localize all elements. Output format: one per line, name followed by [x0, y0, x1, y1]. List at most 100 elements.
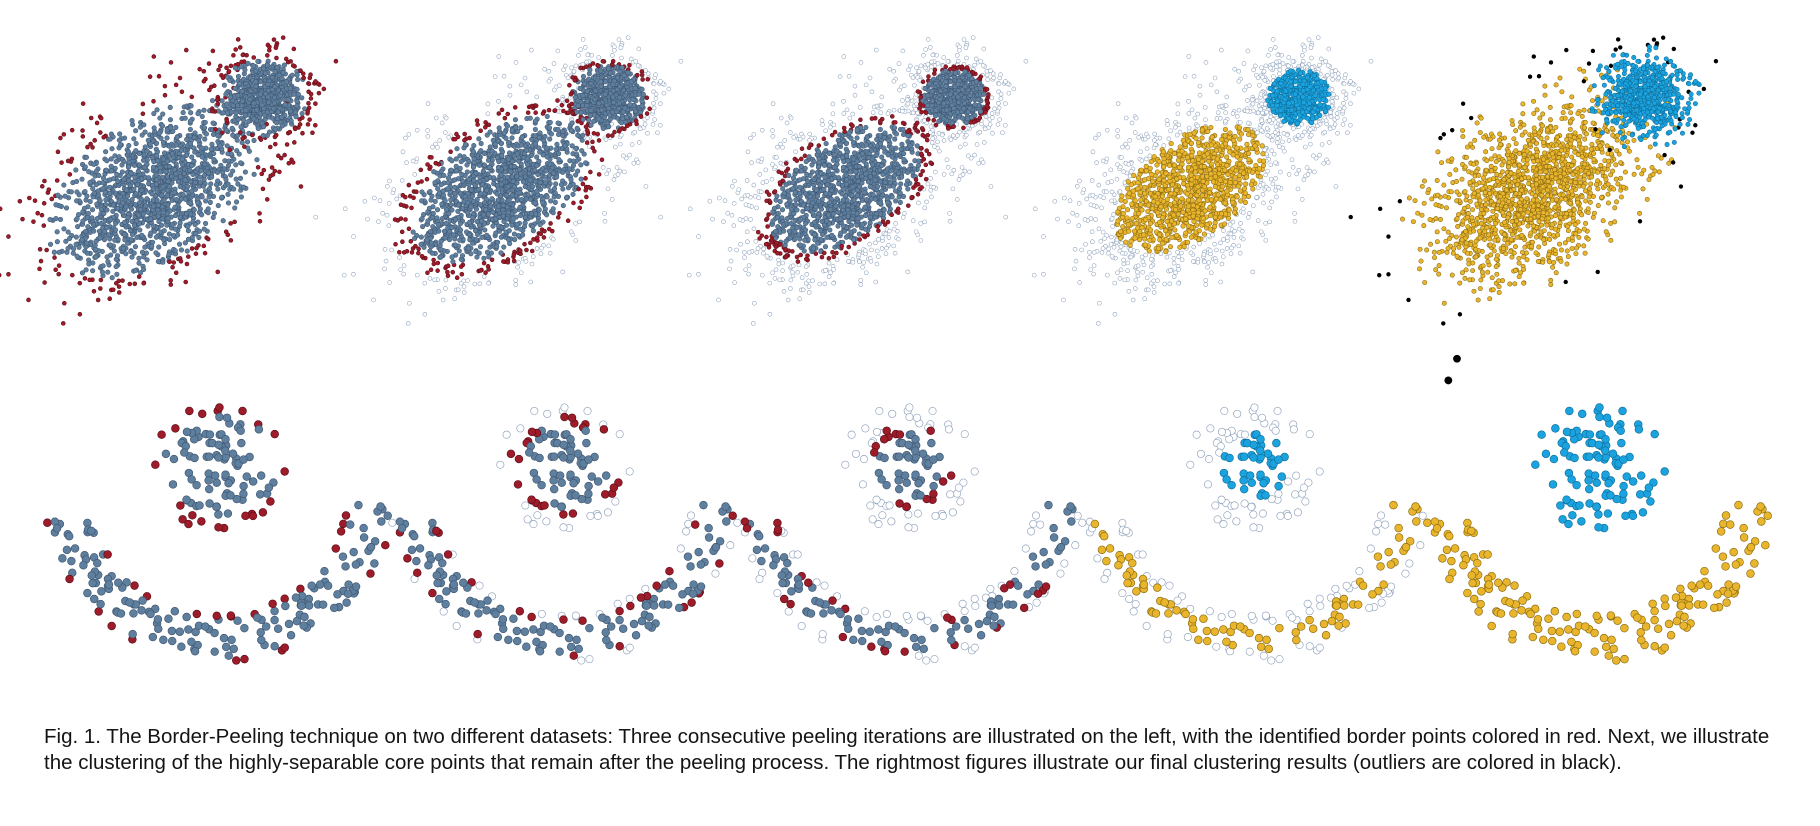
data-point	[922, 205, 928, 211]
data-point	[190, 171, 196, 178]
data-point	[440, 297, 446, 303]
data-point	[499, 153, 505, 159]
data-point	[893, 221, 898, 226]
data-point	[904, 97, 910, 103]
data-point	[450, 269, 456, 275]
data-point	[618, 132, 624, 138]
data-point	[827, 227, 833, 233]
data-point	[484, 232, 490, 238]
data-point	[276, 153, 281, 159]
data-point	[140, 111, 146, 117]
data-point	[120, 278, 125, 283]
data-point	[251, 100, 257, 106]
data-point	[498, 181, 504, 187]
data-point	[471, 178, 477, 184]
data-point	[117, 194, 123, 200]
data-point	[0, 272, 2, 278]
data-point	[224, 143, 230, 149]
data-point	[739, 196, 745, 202]
data-point	[471, 159, 477, 165]
data-point	[149, 243, 155, 249]
data-point	[491, 175, 497, 181]
data-point	[496, 54, 502, 59]
data-point	[575, 132, 581, 138]
data-point	[416, 246, 421, 252]
data-point	[418, 167, 424, 173]
data-point	[408, 239, 414, 244]
data-point	[514, 222, 520, 228]
data-point	[639, 86, 645, 92]
data-point	[164, 222, 170, 228]
data-point	[164, 127, 170, 133]
data-point	[565, 218, 571, 223]
data-point	[547, 136, 553, 142]
data-point	[289, 72, 295, 78]
data-point	[201, 125, 208, 131]
data-point	[103, 197, 109, 203]
data-point	[941, 55, 947, 60]
data-point	[208, 146, 214, 152]
data-point	[478, 128, 483, 134]
data-point	[134, 234, 140, 240]
data-point	[191, 145, 197, 151]
data-point	[61, 132, 67, 137]
data-point	[858, 282, 864, 287]
data-point	[425, 218, 431, 224]
data-point	[826, 260, 832, 266]
data-point	[751, 132, 757, 137]
data-point	[638, 114, 644, 119]
data-point	[546, 243, 552, 249]
data-point	[518, 171, 524, 177]
data-point	[438, 238, 444, 244]
data-point	[292, 126, 298, 132]
data-point	[874, 47, 879, 53]
data-point	[950, 133, 956, 138]
data-point	[199, 212, 205, 218]
data-point	[269, 75, 276, 81]
data-point	[83, 267, 89, 273]
data-point	[512, 105, 518, 110]
data-point	[546, 68, 552, 74]
data-point	[532, 200, 538, 206]
data-point	[770, 134, 776, 139]
data-point	[41, 223, 47, 228]
data-point	[869, 247, 874, 253]
data-point	[551, 170, 557, 176]
data-point	[931, 184, 936, 190]
data-point	[205, 236, 211, 242]
data-point	[530, 184, 536, 190]
data-point	[186, 254, 191, 259]
data-point	[644, 111, 650, 116]
data-point	[639, 98, 645, 104]
data-point	[517, 248, 523, 253]
data-point	[427, 276, 433, 281]
data-point	[254, 157, 260, 163]
data-point	[142, 144, 148, 150]
data-point	[982, 126, 988, 132]
data-point	[447, 228, 453, 235]
data-point	[235, 73, 242, 80]
data-point	[91, 161, 97, 167]
data-point	[445, 273, 451, 278]
data-point	[591, 118, 597, 124]
data-point	[984, 72, 990, 78]
data-point	[822, 281, 828, 287]
data-point	[265, 81, 271, 87]
data-point	[568, 177, 574, 183]
data-point	[651, 105, 657, 111]
data-point	[479, 182, 486, 188]
data-point	[639, 72, 645, 78]
data-point	[125, 240, 131, 246]
data-point	[457, 165, 463, 171]
data-point	[38, 258, 44, 264]
data-point	[944, 157, 950, 162]
data-point	[410, 229, 416, 235]
data-point	[196, 228, 203, 234]
data-point	[788, 130, 793, 135]
data-point	[550, 236, 556, 242]
data-point	[461, 290, 467, 295]
data-point	[513, 278, 518, 283]
data-point	[362, 198, 368, 204]
data-point	[455, 287, 461, 293]
data-point	[262, 116, 268, 122]
